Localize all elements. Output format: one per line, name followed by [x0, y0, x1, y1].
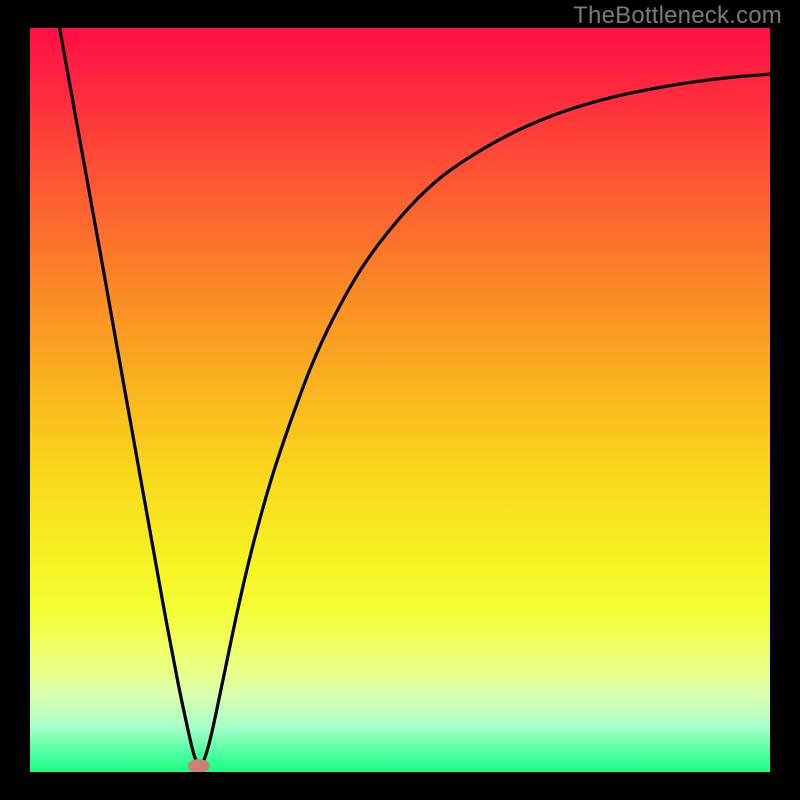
bottleneck-curve-chart — [30, 28, 770, 772]
chart-stage: TheBottleneck.com — [0, 0, 800, 800]
watermark-text: TheBottleneck.com — [573, 2, 782, 30]
gradient-background — [30, 28, 770, 772]
